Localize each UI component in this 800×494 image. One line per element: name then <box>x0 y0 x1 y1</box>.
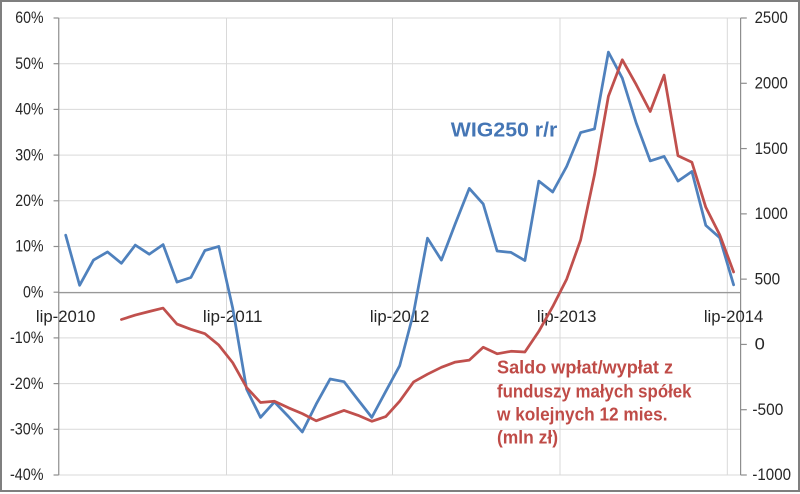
svg-text:lip-2011: lip-2011 <box>203 308 263 326</box>
svg-text:0: 0 <box>755 336 765 354</box>
svg-text:60%: 60% <box>15 9 43 27</box>
svg-text:(mln zł): (mln zł) <box>497 428 558 448</box>
svg-text:-1000: -1000 <box>752 466 791 484</box>
svg-text:lip-2014: lip-2014 <box>704 308 764 326</box>
svg-text:-30%: -30% <box>10 421 44 439</box>
svg-text:w kolejnych 12 mies.: w kolejnych 12 mies. <box>496 405 667 425</box>
svg-text:-20%: -20% <box>10 375 44 393</box>
svg-text:0%: 0% <box>23 283 44 301</box>
svg-text:40%: 40% <box>15 101 43 119</box>
svg-text:Saldo wpłat/wypłat z: Saldo wpłat/wypłat z <box>497 358 673 378</box>
svg-text:-500: -500 <box>752 401 783 419</box>
svg-text:-40%: -40% <box>10 466 44 484</box>
svg-text:-10%: -10% <box>10 329 44 347</box>
svg-text:WIG250 r/r: WIG250 r/r <box>451 120 558 142</box>
svg-text:lip-2012: lip-2012 <box>370 308 430 326</box>
svg-text:20%: 20% <box>15 192 43 210</box>
svg-text:1500: 1500 <box>755 140 788 158</box>
svg-text:lip-2010: lip-2010 <box>36 308 96 326</box>
svg-text:30%: 30% <box>15 146 43 164</box>
svg-text:funduszy małych spółek: funduszy małych spółek <box>497 382 692 402</box>
svg-text:10%: 10% <box>15 238 43 256</box>
svg-text:50%: 50% <box>15 55 43 73</box>
svg-text:2500: 2500 <box>755 9 788 27</box>
svg-text:2000: 2000 <box>755 75 788 93</box>
svg-text:500: 500 <box>755 270 781 288</box>
svg-text:lip-2013: lip-2013 <box>537 308 597 326</box>
svg-text:1000: 1000 <box>755 205 788 223</box>
